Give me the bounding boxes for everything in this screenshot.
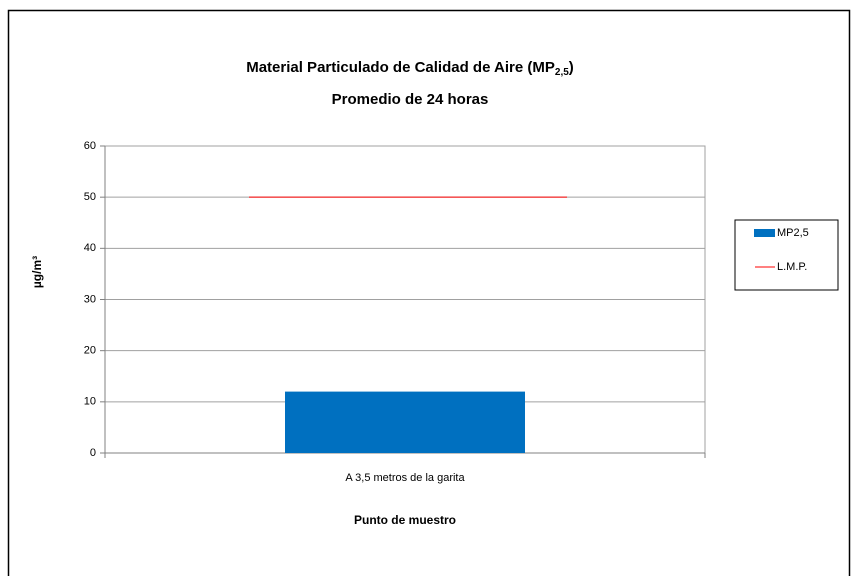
title-text: Material Particulado de Calidad de Aire … [246,59,555,76]
y-tick-label: 10 [84,396,96,408]
y-tick-label: 60 [84,140,96,152]
legend-label: MP2,5 [777,227,809,239]
title-subscript: 2,5 [555,67,569,78]
chart-subtitle: Promedio de 24 horas [332,91,489,108]
legend-label: L.M.P. [777,261,807,273]
x-tick-label: A 3,5 metros de la garita [345,472,465,484]
y-tick-label: 40 [84,242,96,254]
legend-box [734,219,839,291]
title-text: ) [569,59,574,76]
legend-swatch [754,229,775,237]
bar [285,391,525,453]
y-tick-label: 20 [84,345,96,357]
y-axis-title: µg/m³ [30,256,44,288]
y-tick-label: 30 [84,293,96,305]
y-tick-label: 0 [90,447,96,459]
chart-title: Material Particulado de Calidad de Aire … [246,59,574,78]
y-tick-label: 50 [84,191,96,203]
x-axis-title: Punto de muestro [354,513,456,527]
